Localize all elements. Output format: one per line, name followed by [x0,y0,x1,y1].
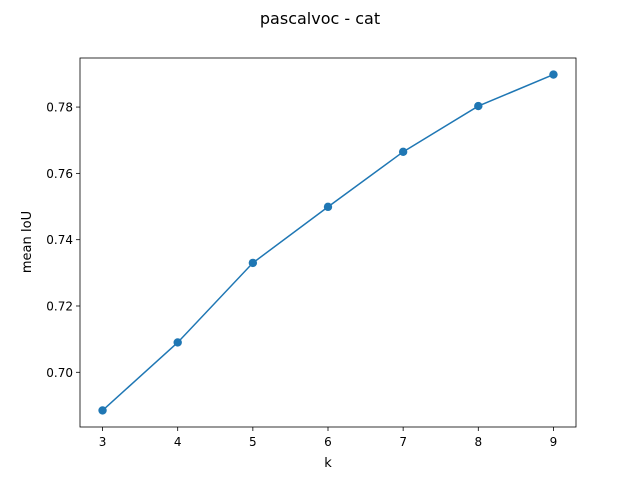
x-tick-label: 7 [399,435,407,449]
y-axis-label: mean IoU [20,211,35,273]
data-points [98,70,558,415]
chart-title: pascalvoc - cat [260,9,380,28]
data-point [474,101,483,111]
y-tick-label: 0.78 [46,101,73,115]
x-tick-label: 4 [174,435,182,449]
data-point [323,202,333,212]
x-tick-label: 8 [474,435,482,449]
y-axis: 0.70 0.72 0.74 0.76 0.78 [46,101,80,380]
x-tick-label: 6 [324,435,332,449]
data-point [98,406,107,415]
y-tick-label: 0.74 [46,233,73,247]
data-point [398,147,408,157]
y-tick-label: 0.72 [46,299,73,313]
data-point [549,70,558,79]
data-point [173,338,182,347]
data-point [248,258,258,268]
x-tick-label: 3 [99,435,107,449]
x-tick-label: 9 [550,435,558,449]
y-tick-label: 0.70 [46,366,73,380]
x-tick-label: 5 [249,435,257,449]
y-tick-label: 0.76 [46,167,73,181]
plot-area [79,57,577,428]
x-axis: 3 4 5 6 7 8 9 [99,427,558,449]
x-axis-label: k [324,456,332,471]
